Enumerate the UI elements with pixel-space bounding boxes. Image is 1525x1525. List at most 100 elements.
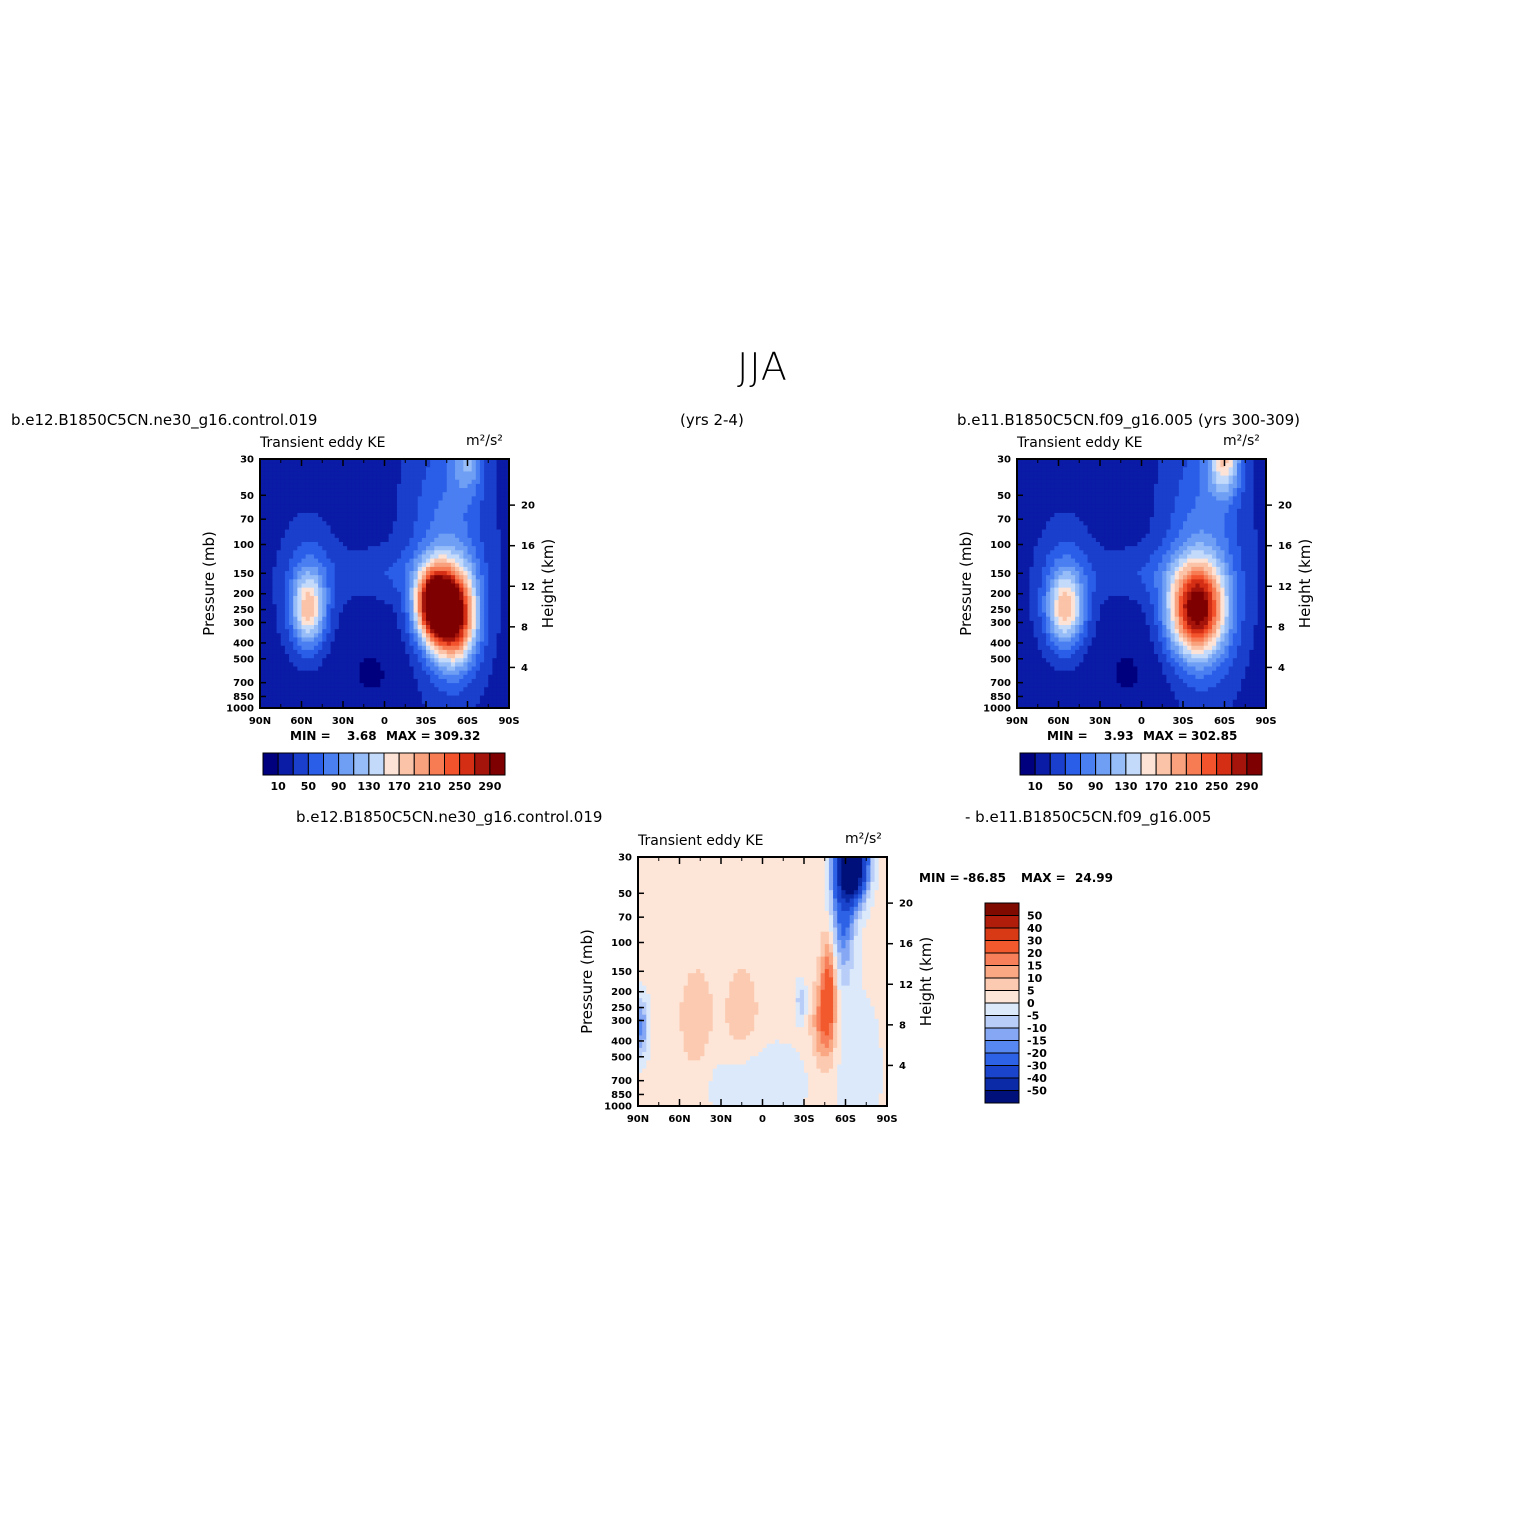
field-cell bbox=[264, 467, 269, 473]
field-cell bbox=[334, 629, 340, 634]
field-cell bbox=[351, 529, 357, 535]
field-cell bbox=[467, 587, 473, 593]
field-cell bbox=[1183, 496, 1188, 502]
field-cell bbox=[479, 579, 485, 585]
field-cell bbox=[426, 625, 431, 630]
field-cell bbox=[1112, 492, 1118, 497]
field-cell bbox=[272, 508, 278, 514]
field-cell bbox=[1199, 500, 1205, 506]
field-cell bbox=[1091, 496, 1097, 502]
field-cell bbox=[500, 500, 506, 506]
field-cell bbox=[475, 674, 481, 680]
field-cell bbox=[484, 600, 489, 605]
field-cell bbox=[500, 695, 506, 701]
field-cell bbox=[305, 600, 311, 605]
field-cell bbox=[463, 512, 469, 518]
field-cell bbox=[388, 517, 394, 522]
field-cell bbox=[313, 591, 319, 597]
field-cell bbox=[471, 670, 477, 676]
field-cell bbox=[421, 558, 427, 564]
field-cell bbox=[1070, 471, 1076, 477]
field-cell bbox=[1183, 479, 1188, 485]
field-cell bbox=[438, 629, 444, 634]
field-cell bbox=[479, 654, 485, 659]
field-cell bbox=[363, 471, 369, 477]
field-cell bbox=[334, 546, 340, 551]
field-cell bbox=[426, 579, 431, 585]
field-cell bbox=[446, 471, 452, 477]
field-cell bbox=[1083, 492, 1089, 497]
field-cell bbox=[322, 604, 327, 609]
field-cell bbox=[272, 562, 278, 568]
field-cell bbox=[1162, 529, 1167, 535]
field-cell bbox=[380, 695, 386, 701]
field-cell bbox=[1095, 471, 1101, 477]
field-cell bbox=[1070, 500, 1076, 506]
field-cell bbox=[1050, 492, 1055, 497]
field-cell bbox=[484, 475, 489, 481]
field-cell bbox=[442, 604, 448, 609]
field-cell bbox=[293, 500, 298, 506]
field-cell bbox=[384, 479, 390, 485]
field-cell bbox=[1033, 508, 1039, 514]
field-cell bbox=[1232, 471, 1238, 477]
field-cell bbox=[1104, 500, 1109, 506]
field-cell bbox=[363, 600, 369, 605]
field-cell bbox=[1033, 512, 1039, 518]
field-cell bbox=[1075, 508, 1080, 514]
field-cell bbox=[330, 467, 336, 473]
field-cell bbox=[430, 633, 435, 639]
field-cell bbox=[405, 459, 410, 464]
field-cell bbox=[475, 637, 481, 643]
field-cell bbox=[280, 674, 286, 680]
y-right-tick-label: 12 bbox=[521, 582, 535, 593]
field-cell bbox=[1191, 463, 1197, 468]
field-cell bbox=[492, 600, 498, 605]
field-cell bbox=[330, 633, 336, 639]
field-cell bbox=[479, 500, 485, 506]
field-cell bbox=[492, 695, 498, 701]
field-cell bbox=[421, 662, 427, 668]
field-cell bbox=[459, 616, 464, 622]
field-cell bbox=[305, 662, 311, 668]
field-cell bbox=[334, 666, 340, 672]
field-cell bbox=[1195, 496, 1201, 502]
field-cell bbox=[479, 625, 485, 630]
field-cell bbox=[471, 654, 477, 659]
field-cell bbox=[376, 512, 381, 518]
field-cell bbox=[1037, 492, 1043, 497]
field-cell bbox=[450, 633, 456, 639]
field-cell bbox=[1178, 496, 1184, 502]
field-cell bbox=[359, 637, 365, 643]
field-cell bbox=[338, 683, 344, 688]
field-cell bbox=[289, 546, 294, 551]
field-cell bbox=[1207, 467, 1213, 473]
field-cell bbox=[330, 562, 336, 568]
field-cell bbox=[1029, 546, 1035, 551]
field-cell bbox=[276, 542, 282, 547]
field-cell bbox=[351, 525, 357, 531]
field-cell bbox=[1041, 517, 1047, 522]
field-cell bbox=[463, 687, 469, 692]
field-cell bbox=[496, 620, 502, 626]
field-cell bbox=[326, 683, 332, 688]
field-cell bbox=[1100, 475, 1105, 481]
field-cell bbox=[359, 562, 365, 568]
field-cell bbox=[1041, 504, 1047, 510]
field-cell bbox=[1112, 504, 1118, 510]
field-cell bbox=[430, 463, 435, 468]
field-cell bbox=[405, 691, 410, 697]
field-cell bbox=[289, 691, 294, 697]
field-cell bbox=[343, 687, 348, 692]
field-cell bbox=[484, 662, 489, 668]
field-cell bbox=[326, 562, 332, 568]
field-cell bbox=[1037, 525, 1043, 531]
field-cell bbox=[338, 529, 344, 535]
field-cell bbox=[272, 517, 278, 522]
field-cell bbox=[343, 571, 348, 576]
field-cell bbox=[313, 483, 319, 489]
field-cell bbox=[1162, 483, 1167, 489]
field-cell bbox=[500, 608, 506, 614]
field-cell bbox=[392, 566, 398, 572]
field-cell bbox=[359, 604, 365, 609]
